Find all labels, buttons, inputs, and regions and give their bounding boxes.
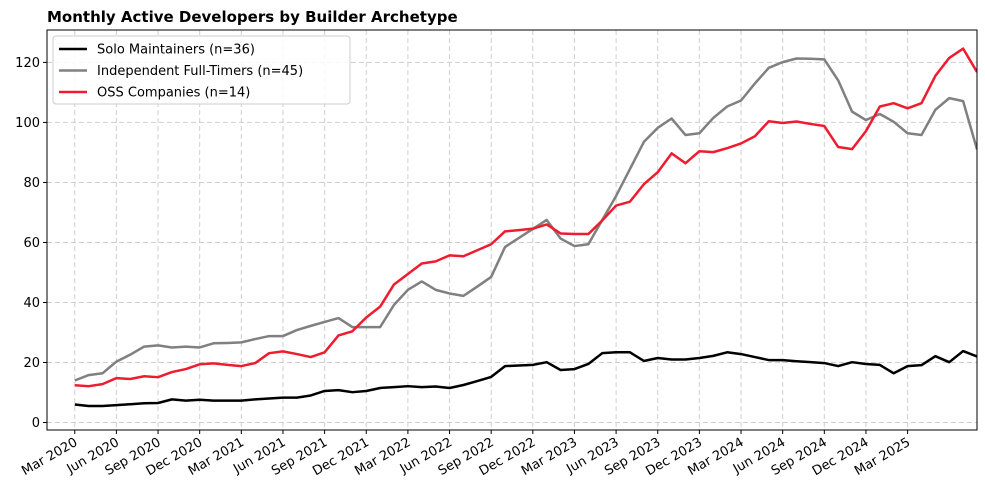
y-tick-label: 60 (23, 236, 40, 251)
y-tick-label: 0 (32, 416, 40, 431)
y-tick-label: 40 (23, 296, 40, 311)
y-tick-label: 100 (15, 116, 40, 131)
legend-box (52, 35, 351, 105)
chart-title: Monthly Active Developers by Builder Arc… (47, 8, 458, 26)
y-tick-label: 20 (23, 356, 40, 371)
y-tick-label: 120 (15, 56, 40, 71)
series-line (74, 349, 977, 408)
legend-label: Solo Maintainers (n=36) (97, 43, 255, 58)
series-line (74, 57, 977, 382)
legend-label: Independent Full-Timers (n=45) (97, 64, 303, 79)
plot-frame (46, 29, 978, 431)
legend-label: OSS Companies (n=14) (97, 86, 250, 101)
series-line (74, 47, 977, 388)
y-tick-label: 80 (23, 176, 40, 191)
